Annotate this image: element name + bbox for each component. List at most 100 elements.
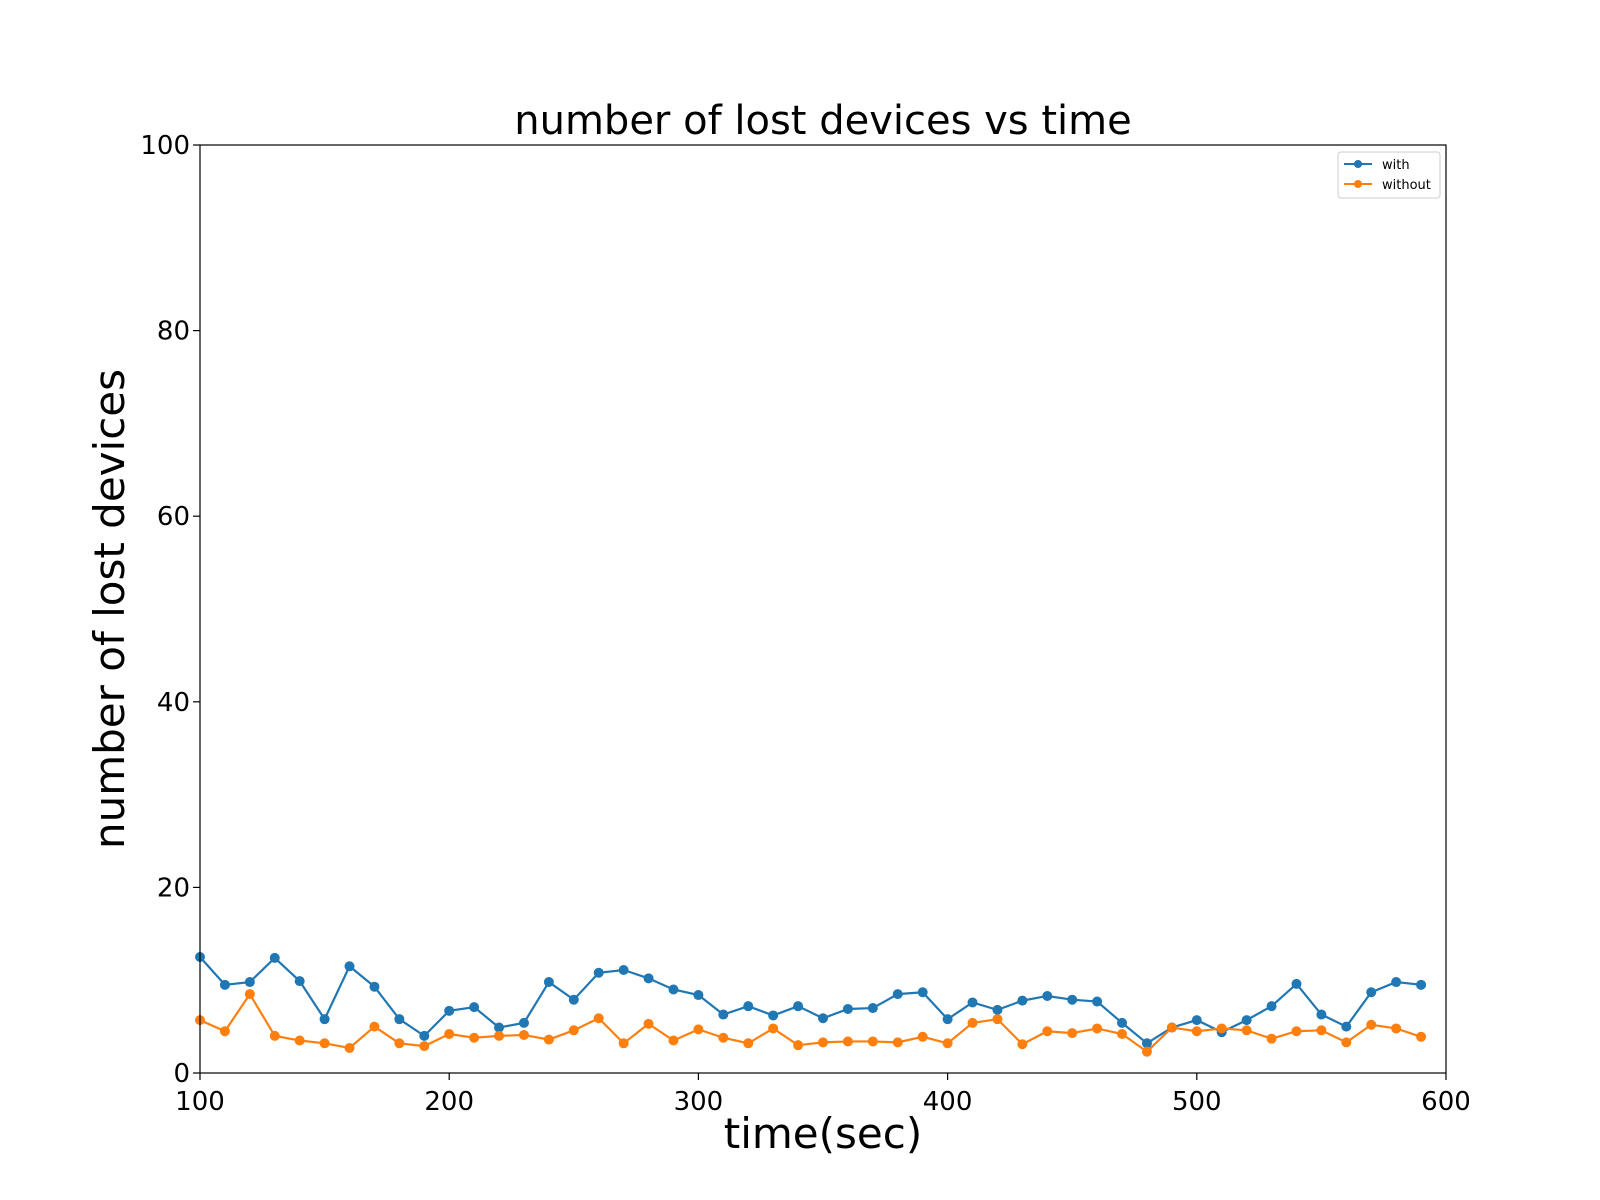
data-point-without [344,1042,355,1053]
plot-frame [199,144,1447,1074]
data-point-without [793,1040,804,1051]
data-point-with [1266,1001,1277,1012]
legend-marker-with [1354,160,1362,168]
y-tick-label: 80 [157,317,190,347]
data-point-without [543,1034,554,1045]
data-point-without [1291,1026,1302,1037]
data-point-with [793,1001,804,1012]
data-point-with [1291,978,1302,989]
data-point-with [369,981,380,992]
data-point-without [319,1038,330,1049]
data-point-with [394,1014,405,1025]
x-axis-title: time(sec) [724,1109,922,1158]
y-tick-label: 40 [157,688,190,718]
data-point-with [568,994,579,1005]
data-point-without [469,1032,480,1043]
data-point-with [892,989,903,1000]
data-point-with [593,967,604,978]
data-point-with [1092,996,1103,1007]
data-point-without [494,1030,505,1041]
data-point-without [518,1029,529,1040]
data-point-with [269,952,280,963]
data-point-without [842,1036,853,1047]
data-point-without [244,989,255,1000]
data-point-with [967,997,978,1008]
series-without [195,989,1427,1057]
data-point-without [718,1032,729,1043]
data-point-with [1017,995,1028,1006]
data-point-with [1341,1021,1352,1032]
data-point-with [1241,1015,1252,1026]
data-point-without [1216,1023,1227,1034]
y-tick-label: 20 [157,873,190,903]
data-point-without [668,1035,679,1046]
data-point-without [593,1013,604,1024]
data-point-with [469,1002,480,1013]
data-point-without [1067,1028,1078,1039]
data-point-with [743,1001,754,1012]
data-point-without [867,1036,878,1047]
data-point-without [743,1038,754,1049]
data-point-with [1141,1038,1152,1049]
data-point-without [1042,1026,1053,1037]
data-point-without [394,1038,405,1049]
data-point-without [369,1021,380,1032]
y-tick-label: 0 [173,1059,190,1089]
data-point-with [1191,1015,1202,1026]
x-tick-label: 600 [1421,1087,1471,1117]
data-point-with [244,977,255,988]
data-point-without [768,1023,779,1034]
legend-label-with: with [1382,158,1410,173]
data-point-with [543,977,554,988]
data-point-without [1166,1022,1177,1033]
data-point-without [219,1026,230,1037]
x-tick-label: 100 [175,1087,225,1117]
data-point-with [842,1003,853,1014]
data-point-without [1191,1026,1202,1037]
legend-label-without: without [1382,178,1431,193]
y-axis-title: number of lost devices [85,369,134,849]
x-tick-label: 300 [674,1087,724,1117]
data-point-without [1141,1046,1152,1057]
data-point-with [768,1010,779,1021]
data-point-without [967,1017,978,1028]
data-point-with [1067,994,1078,1005]
data-point-with [643,973,654,984]
series-with [195,952,1427,1049]
chart-title: number of lost devices vs time [514,98,1131,144]
data-point-with [1042,990,1053,1001]
data-point-without [294,1035,305,1046]
data-point-without [992,1014,1003,1025]
data-point-with [444,1005,455,1016]
data-point-without [693,1024,704,1035]
data-point-without [419,1041,430,1052]
data-point-without [1366,1019,1377,1030]
data-point-without [917,1031,928,1042]
data-point-with [494,1022,505,1033]
data-point-without [1017,1039,1028,1050]
data-point-with [992,1004,1003,1015]
data-point-with [1391,977,1402,988]
data-point-with [818,1013,828,1024]
data-point-without [1092,1023,1103,1034]
data-point-with [219,979,230,990]
data-point-with [867,1003,878,1014]
data-point-with [693,990,704,1001]
data-point-with [1366,987,1377,998]
data-point-without [568,1025,579,1036]
axis-ticks: 100 200 300 400 500 600 0 20 40 60 80 100 [140,131,1470,1117]
data-point-with [1416,979,1427,990]
legend: with without [1337,151,1441,199]
data-point-with [1316,1009,1327,1020]
data-point-without [1416,1031,1427,1042]
data-point-with [668,984,679,995]
data-point-without [618,1038,629,1049]
data-point-without [1117,1029,1128,1040]
data-point-with [1117,1017,1128,1028]
data-point-without [942,1038,953,1049]
data-point-without [892,1037,903,1048]
data-point-with [319,1014,330,1025]
data-point-with [618,964,629,975]
x-tick-label: 400 [923,1087,973,1117]
data-point-without [1341,1037,1352,1048]
